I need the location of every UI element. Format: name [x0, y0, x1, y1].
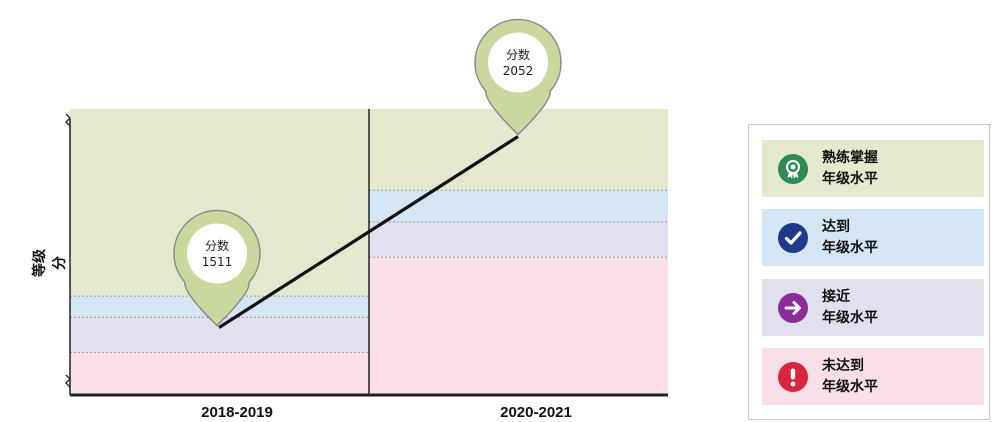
chart-canvas: [65, 18, 668, 397]
legend-item-approaching: 接近 年级水平: [762, 279, 984, 336]
band-3: [369, 221, 668, 258]
band-4: [369, 257, 668, 395]
performance-bands: [70, 109, 668, 395]
axes: [65, 109, 668, 397]
legend-label-line2: 年级水平: [822, 309, 878, 326]
legend-label-line1: 接近: [822, 288, 850, 305]
band-4: [70, 352, 369, 395]
axis-break-top: [65, 113, 71, 127]
legend-label-line1: 未达到: [822, 357, 864, 374]
score-markers: [173, 18, 562, 327]
score-pin-face: [488, 32, 548, 93]
score-pin-face: [187, 223, 247, 284]
data-label-caption: 分数: [505, 47, 530, 62]
y-axis-label: 等级分: [32, 249, 68, 277]
data-label: 分数 1511: [177, 238, 257, 270]
score-line: [218, 135, 519, 329]
data-label-value: 1511: [201, 254, 233, 269]
arrow-right-icon: [778, 292, 808, 323]
legend-item-advanced: 熟练掌握 年级水平: [762, 140, 984, 197]
legend-item-not-met: 未达到 年级水平: [762, 348, 984, 405]
band-2: [369, 190, 668, 222]
x-tick-label: 2020-2021: [500, 404, 572, 421]
data-label: 分数 2052: [478, 47, 558, 79]
check-icon: [778, 222, 808, 253]
legend-label-line2: 年级水平: [822, 170, 878, 187]
legend-label-line2: 年级水平: [822, 378, 878, 395]
score-series: [218, 135, 519, 329]
data-label-caption: 分数: [204, 238, 229, 253]
legend-label-line2: 年级水平: [822, 239, 878, 256]
axis-break-bottom: [65, 374, 71, 388]
legend-label-line1: 熟练掌握: [822, 149, 878, 166]
legend: 熟练掌握 年级水平 达到 年级水平 接近 年级水平: [748, 124, 990, 420]
award-icon: [778, 153, 808, 184]
data-label-value: 2052: [502, 63, 534, 78]
exclamation-icon: [778, 361, 808, 392]
legend-item-met: 达到 年级水平: [762, 209, 984, 266]
x-tick-label: 2018-2019: [201, 404, 273, 421]
legend-label-line1: 达到: [822, 218, 850, 235]
